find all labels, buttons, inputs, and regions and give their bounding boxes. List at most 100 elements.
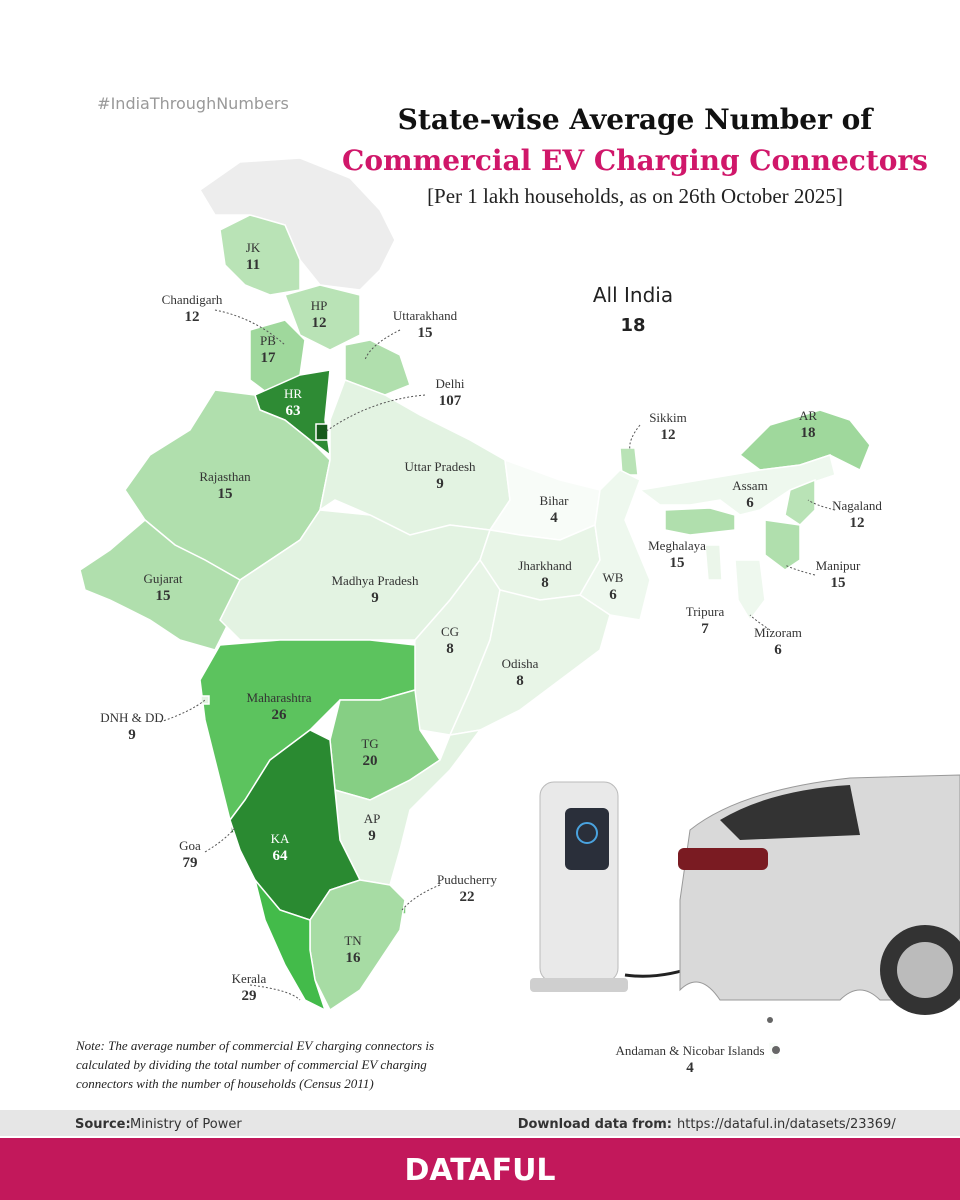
region-value: 79	[183, 855, 198, 871]
region-name: PB	[260, 333, 276, 348]
region-name: Madhya Pradesh	[331, 573, 419, 588]
region-name: Assam	[732, 478, 767, 493]
region-value: 16	[346, 950, 362, 966]
region-name: CG	[441, 624, 459, 639]
region-value: 6	[609, 587, 617, 603]
region-value: 15	[156, 588, 171, 604]
region-value: 9	[371, 590, 379, 606]
region-value: 9	[128, 727, 136, 743]
region-value: 7	[701, 621, 709, 637]
region-name: TN	[344, 933, 362, 948]
region-name: Uttar Pradesh	[404, 459, 476, 474]
region-name: JK	[246, 240, 261, 255]
brand: DATAFUL	[404, 1153, 555, 1188]
region-value: 20	[363, 753, 378, 769]
all-india-label: All India	[593, 283, 673, 307]
region-shape	[764, 519, 801, 571]
region-name: AR	[799, 408, 817, 423]
region-value: 12	[312, 315, 327, 331]
region-shape	[784, 478, 816, 526]
region-name: Delhi	[436, 376, 465, 391]
region-name: HR	[284, 386, 302, 401]
region-name: Kerala	[232, 971, 267, 986]
region-value: 64	[273, 848, 289, 864]
region-name: AP	[364, 811, 381, 826]
hashtag: #IndiaThroughNumbers	[97, 94, 289, 113]
note: Note: The average number of commercial E…	[76, 1038, 435, 1091]
region-shape	[579, 469, 651, 621]
download-label: Download data from:	[518, 1117, 672, 1132]
region-value: 6	[746, 495, 754, 511]
region-value: 12	[185, 309, 200, 325]
region-name: Uttarakhand	[393, 308, 458, 323]
ev-illustration	[530, 774, 960, 1054]
region-value: 26	[272, 707, 288, 723]
region-name: Nagaland	[832, 498, 882, 513]
region-value: 18	[801, 425, 816, 441]
region-value: 6	[774, 642, 782, 658]
region-shape	[315, 423, 329, 441]
region-shape	[254, 879, 327, 1012]
region-name: KA	[271, 831, 290, 846]
region-value: 15	[218, 486, 233, 502]
region-value: 15	[418, 325, 433, 341]
source-bar	[0, 1110, 960, 1136]
region-name: DNH & DD	[100, 710, 164, 725]
subtitle: [Per 1 lakh households, as on 26th Octob…	[427, 184, 843, 208]
region-name: Sikkim	[649, 410, 687, 425]
region-name: Andaman & Nicobar Islands	[615, 1043, 764, 1058]
source: Ministry of Power	[130, 1117, 242, 1132]
region-name: HP	[311, 298, 328, 313]
region-name: Odisha	[502, 656, 539, 671]
region-name: TG	[361, 736, 378, 751]
region-value: 8	[516, 673, 524, 689]
region-name: WB	[603, 570, 624, 585]
region-value: 8	[541, 575, 549, 591]
region-shape	[200, 695, 210, 705]
region-shape	[448, 589, 611, 736]
download-url[interactable]: https://dataful.in/datasets/23369/	[677, 1117, 896, 1132]
leader-lines	[159, 309, 836, 1001]
region-name: Meghalaya	[648, 538, 706, 553]
region-value: 9	[368, 828, 376, 844]
region-value: 17	[261, 350, 277, 366]
source-label: Source:	[75, 1117, 131, 1132]
title-line2: Commercial EV Charging Connectors	[342, 144, 928, 177]
region-name: Chandigarh	[162, 292, 223, 307]
region-name: Goa	[179, 838, 201, 853]
regions: JK 11 Chandigarh 12 HP 12 Uttarakhand 15 PB 17 HR 6…	[79, 214, 882, 1076]
region-value: 29	[242, 988, 257, 1004]
region-name: Bihar	[540, 493, 570, 508]
region-shape	[734, 559, 766, 622]
region-value: 4	[686, 1060, 694, 1076]
region-value: 107	[439, 393, 462, 409]
region-value: 11	[246, 257, 260, 273]
region-value: 15	[831, 575, 846, 591]
region-name: Jharkhand	[518, 558, 572, 573]
region-value: 12	[850, 515, 865, 531]
all-india-value: 18	[620, 315, 645, 336]
region-value: 12	[661, 427, 676, 443]
region-name: Tripura	[686, 604, 725, 619]
region-value: 8	[446, 641, 454, 657]
region-name: Mizoram	[754, 625, 802, 640]
region-value: 63	[286, 403, 301, 419]
region-name: Puducherry	[437, 872, 497, 887]
region-shape	[664, 507, 736, 536]
region-name: Rajasthan	[199, 469, 251, 484]
region-value: 4	[550, 510, 558, 526]
region-shape	[318, 379, 511, 536]
title-line1: State-wise Average Number of	[398, 103, 875, 136]
region-shape	[704, 544, 723, 581]
region-value: 9	[436, 476, 444, 492]
region-name: Gujarat	[144, 571, 183, 586]
region-value: 22	[460, 889, 475, 905]
brand-bar	[0, 1138, 960, 1200]
region-name: Manipur	[816, 558, 861, 573]
region-value: 15	[670, 555, 685, 571]
region-name: Maharashtra	[247, 690, 312, 705]
